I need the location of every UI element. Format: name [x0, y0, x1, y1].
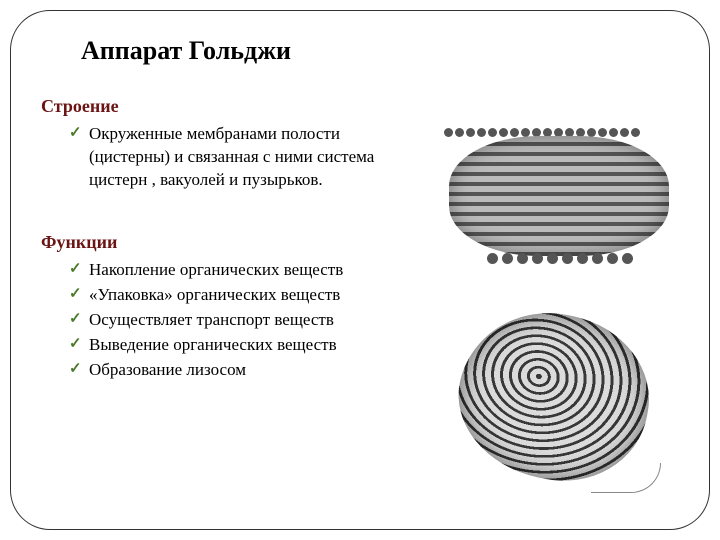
golgi-side-illustration	[449, 136, 669, 256]
list-item: Образование лизосом	[69, 359, 421, 382]
structure-header: Строение	[41, 96, 441, 117]
list-item: Накопление органических веществ	[69, 259, 421, 282]
golgi-vesicles-bottom	[455, 251, 665, 269]
page-title: Аппарат Гольджи	[81, 36, 679, 66]
list-item: Осуществляет транспорт веществ	[69, 309, 421, 332]
slide-frame: Аппарат Гольджи Строение Окруженные мемб…	[10, 10, 710, 530]
structure-section: Строение Окруженные мембранами полости (…	[41, 96, 441, 192]
structure-list: Окруженные мембранами полости (цистерны)…	[41, 123, 421, 192]
decorative-arc	[591, 463, 661, 493]
functions-list: Накопление органических веществ «Упаковк…	[41, 259, 421, 382]
list-item: Выведение органических веществ	[69, 334, 421, 357]
list-item: Окруженные мембранами полости (цистерны)…	[69, 123, 421, 192]
list-item: «Упаковка» органических веществ	[69, 284, 421, 307]
